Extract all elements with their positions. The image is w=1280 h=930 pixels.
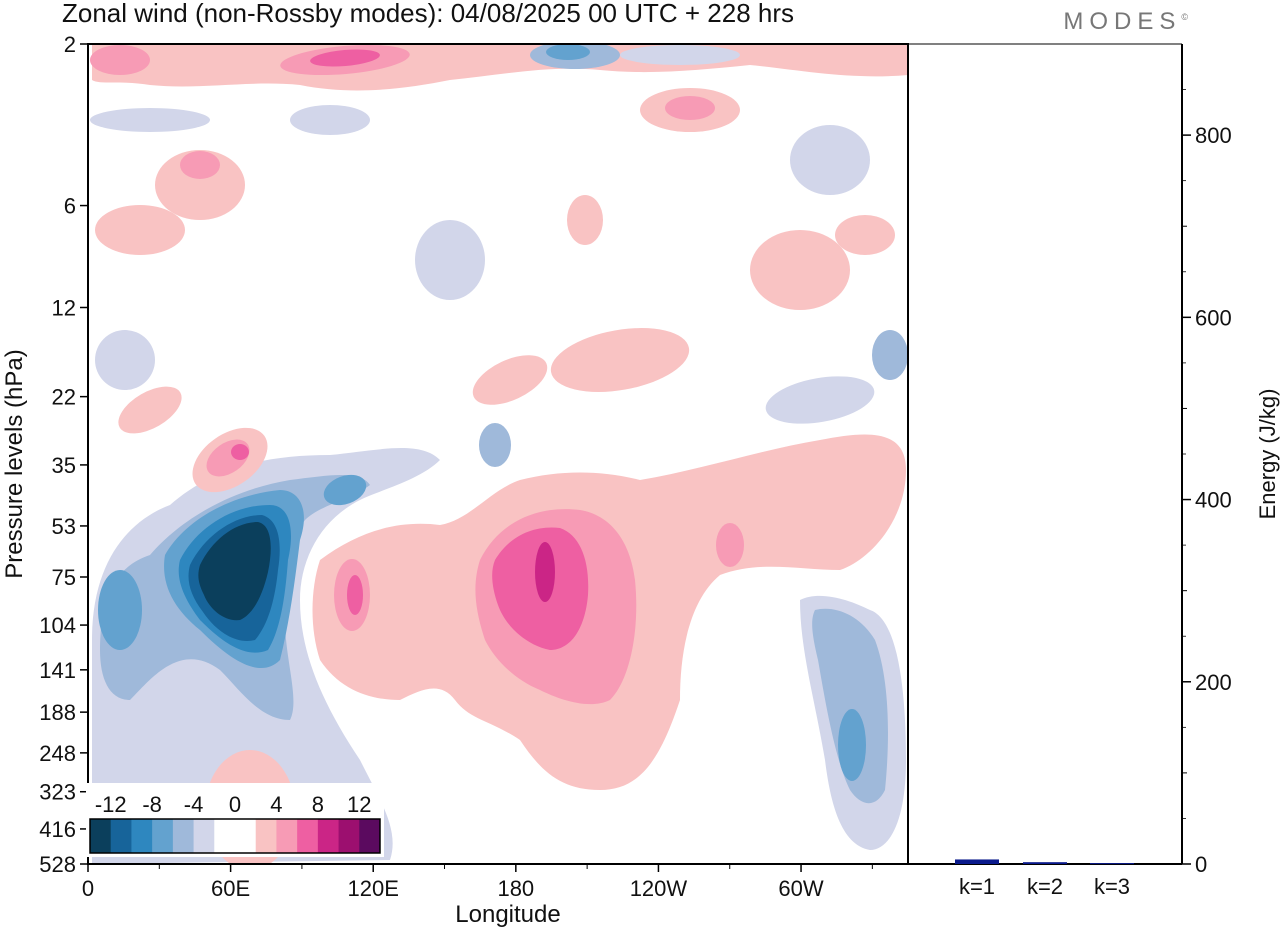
blob-strat-pink-3 — [310, 49, 380, 67]
colorbar-frame — [89, 818, 381, 854]
y-tick-label-416: 416 — [39, 817, 76, 842]
y-tick-label-6: 6 — [64, 194, 76, 219]
blob-pink-upper-2 — [835, 215, 895, 255]
blob-westerly-east — [716, 523, 744, 567]
energy-tick-label-400: 400 — [1195, 488, 1232, 513]
blob-blue-mid-1 — [765, 376, 875, 424]
blob-easterly-east-core — [838, 709, 866, 781]
blob-easterly-core — [198, 522, 271, 621]
energy-category-label-k=1: k=1 — [959, 874, 995, 899]
y-tick-label-528: 528 — [39, 852, 76, 877]
x-tick-label-0: 0 — [82, 876, 94, 901]
colorbar-label--8: -8 — [142, 792, 162, 817]
y-tick-label-188: 188 — [39, 700, 76, 725]
colorbar-swatch-10 — [297, 819, 319, 853]
blob-strat-blue-5 — [790, 125, 870, 195]
x-tick-label-180: 180 — [497, 876, 534, 901]
y-tick-label-75: 75 — [52, 565, 76, 590]
energy-tick-label-0: 0 — [1195, 852, 1207, 877]
blob-pink-upper-1 — [567, 195, 603, 245]
x-tick-label-120W: 120W — [630, 876, 688, 901]
blob-easterly-east-2 — [812, 608, 888, 804]
x-tick-label-60E: 60E — [211, 876, 250, 901]
logo-text: MODES — [1063, 8, 1182, 35]
blob-westerly-mid — [550, 328, 690, 392]
energy-category-label-k=3: k=3 — [1094, 874, 1130, 899]
blob-strat-blue-4 — [415, 220, 485, 300]
x-axis-label: Longitude — [455, 901, 560, 928]
energy-bar-k=3 — [1090, 863, 1134, 865]
blob-westerly-upper-core — [231, 444, 249, 460]
y-tick-label-35: 35 — [52, 453, 76, 478]
blob-blue-mid-2 — [872, 330, 908, 380]
colorbar-label-12: 12 — [347, 792, 371, 817]
y-tick-label-12: 12 — [52, 295, 76, 320]
energy-axis-label: Energy (J/kg) — [1255, 389, 1280, 520]
colorbar-swatch-6 — [214, 819, 236, 853]
colorbar-swatch-7 — [235, 819, 257, 853]
colorbar: -12 -8 -4 0 4 8 12 — [86, 783, 384, 857]
colorbar-swatch-2 — [131, 819, 153, 853]
blob-easterly-ne — [323, 474, 367, 506]
y-tick-label-104: 104 — [39, 613, 76, 638]
x-tick-label-60W: 60W — [778, 876, 823, 901]
energy-tick-label-200: 200 — [1195, 670, 1232, 695]
blob-westerly-west-core — [347, 575, 363, 615]
modes-logo: MODES© — [1063, 8, 1188, 36]
y-tick-label-141: 141 — [39, 658, 76, 683]
colorbar-swatch-0 — [90, 819, 112, 853]
blob-strat-pink-6 — [155, 150, 245, 220]
y-tick-label-2: 2 — [64, 32, 76, 57]
colorbar-label--4: -4 — [184, 792, 204, 817]
blob-westerly-core — [535, 542, 555, 602]
logo-mark: © — [1181, 12, 1188, 22]
colorbar-label-4: 4 — [270, 792, 282, 817]
blob-strat-blue-2 — [546, 44, 590, 60]
blob-easterly-west — [98, 570, 142, 650]
chart-title: Zonal wind (non-Rossby modes): 04/08/202… — [62, 0, 794, 28]
blob-strat-blue-3 — [620, 45, 740, 65]
colorbar-label--12: -12 — [95, 792, 127, 817]
blob-blue-mid-4 — [95, 330, 155, 390]
colorbar-label-0: 0 — [229, 792, 241, 817]
heatmap-frame — [87, 43, 909, 865]
colorbar-swatch-13 — [359, 819, 381, 853]
colorbar-swatch-11 — [317, 819, 340, 853]
blob-westerly-mid-3 — [750, 230, 850, 310]
blob-strat-blue-6 — [90, 108, 210, 132]
blob-strat-blue-7 — [290, 105, 370, 135]
energy-tick-label-800: 800 — [1195, 123, 1232, 148]
colorbar-swatch-8 — [255, 819, 277, 853]
blob-strat-pink-5 — [665, 96, 715, 120]
blob-westerly-left — [118, 386, 182, 434]
y-tick-label-53: 53 — [52, 514, 76, 539]
y-axis-label: Pressure levels (hPa) — [1, 349, 28, 578]
colorbar-swatch-4 — [172, 819, 195, 853]
blob-strat-pink-8 — [95, 205, 185, 255]
blob-blue-mid-3 — [479, 423, 511, 467]
y-tick-label-22: 22 — [52, 385, 76, 410]
energy-tick-label-600: 600 — [1195, 305, 1232, 330]
blob-strat-pink-1 — [90, 45, 150, 75]
colorbar-swatch-5 — [193, 819, 215, 853]
x-tick-label-120E: 120E — [348, 876, 399, 901]
blob-westerly-mid-2 — [472, 355, 548, 405]
blob-strat-pink-7 — [180, 151, 220, 179]
colorbar-swatch-1 — [110, 819, 132, 853]
colorbar-swatch-12 — [338, 819, 360, 853]
colorbar-swatch-3 — [152, 819, 174, 853]
colorbar-label-8: 8 — [312, 792, 324, 817]
energy-bar-k=2 — [1023, 862, 1067, 864]
y-tick-label-323: 323 — [39, 780, 76, 805]
wind-field — [88, 44, 908, 864]
energy-category-label-k=2: k=2 — [1027, 874, 1063, 899]
y-tick-label-248: 248 — [39, 741, 76, 766]
energy-bar-k=1 — [955, 859, 999, 864]
colorbar-swatch-9 — [276, 819, 298, 853]
